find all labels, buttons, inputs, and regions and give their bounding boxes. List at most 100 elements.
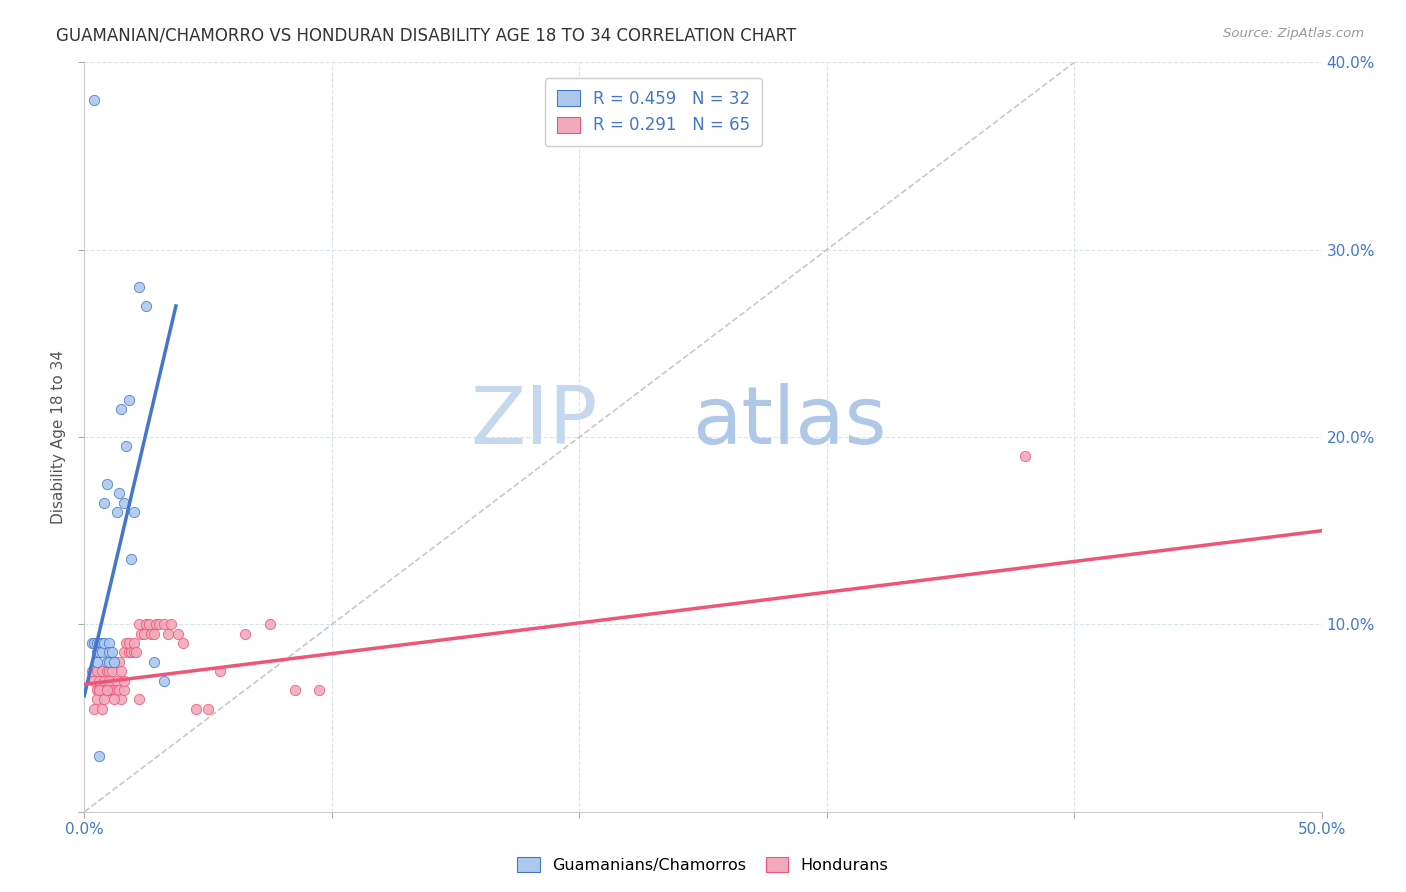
Point [103,692,125,706]
Point [103,655,125,669]
Point [86,692,108,706]
Point [89,636,111,650]
Point [105,673,128,688]
Point [86,636,108,650]
Point [90,664,112,679]
Point [122,636,145,650]
Point [100,646,122,660]
Point [103,683,125,698]
Text: Source: ZipAtlas.com: Source: ZipAtlas.com [1223,27,1364,40]
Point [80,636,103,650]
Point [112,683,135,698]
Point [98,683,121,698]
Point [105,505,128,519]
Y-axis label: Disability Age 18 to 34: Disability Age 18 to 34 [51,350,66,524]
Point [152,617,174,632]
Point [90,646,112,660]
Point [122,646,145,660]
Point [93,673,115,688]
Point [118,392,141,407]
Point [96,664,118,679]
Point [233,626,256,640]
Point [98,673,121,688]
Point [128,692,150,706]
Point [86,664,108,679]
Point [120,646,142,660]
Point [135,299,157,313]
Point [89,683,111,698]
Point [308,683,330,698]
Point [157,626,180,640]
Point [172,636,194,650]
Point [98,636,121,650]
Point [120,551,142,566]
Point [83,673,105,688]
Point [135,617,157,632]
Text: ZIP: ZIP [471,383,598,461]
Point [93,683,115,698]
Point [93,636,115,650]
Point [108,486,131,500]
Point [83,93,105,107]
Point [142,655,165,669]
Point [112,496,135,510]
Point [89,673,111,688]
Point [83,636,105,650]
Point [152,673,174,688]
Point [90,683,112,698]
Point [132,626,155,640]
Point [284,683,307,698]
Point [105,683,128,698]
Point [167,626,190,640]
Point [184,701,207,715]
Text: GUAMANIAN/CHAMORRO VS HONDURAN DISABILITY AGE 18 TO 34 CORRELATION CHART: GUAMANIAN/CHAMORRO VS HONDURAN DISABILIT… [56,27,796,45]
Point [110,664,132,679]
Point [110,402,132,417]
Point [128,617,150,632]
Point [148,617,170,632]
Point [112,646,135,660]
Point [115,636,138,650]
Point [100,664,122,679]
Point [138,617,160,632]
Point [122,505,145,519]
Point [93,496,115,510]
Point [86,646,108,660]
Point [89,748,111,763]
Legend: R = 0.459   N = 32, R = 0.291   N = 65: R = 0.459 N = 32, R = 0.291 N = 65 [546,78,762,146]
Point [103,655,125,669]
Point [89,683,111,698]
Point [96,655,118,669]
Point [118,646,141,660]
Point [145,617,167,632]
Point [93,692,115,706]
Point [98,664,121,679]
Point [115,440,138,454]
Point [98,646,121,660]
Legend: Guamanians/Chamorros, Hondurans: Guamanians/Chamorros, Hondurans [510,851,896,880]
Point [259,617,281,632]
Point [80,664,103,679]
Point [1014,449,1036,463]
Point [96,683,118,698]
Point [108,655,131,669]
Point [142,626,165,640]
Point [160,617,183,632]
Point [129,626,152,640]
Point [89,646,111,660]
Point [96,683,118,698]
Point [86,683,108,698]
Point [110,692,132,706]
Point [141,626,163,640]
Point [125,646,148,660]
Point [90,636,112,650]
Point [108,683,131,698]
Point [98,655,121,669]
Point [86,655,108,669]
Point [100,683,122,698]
Point [112,673,135,688]
Point [90,701,112,715]
Point [128,280,150,294]
Point [83,701,105,715]
Point [96,477,118,491]
